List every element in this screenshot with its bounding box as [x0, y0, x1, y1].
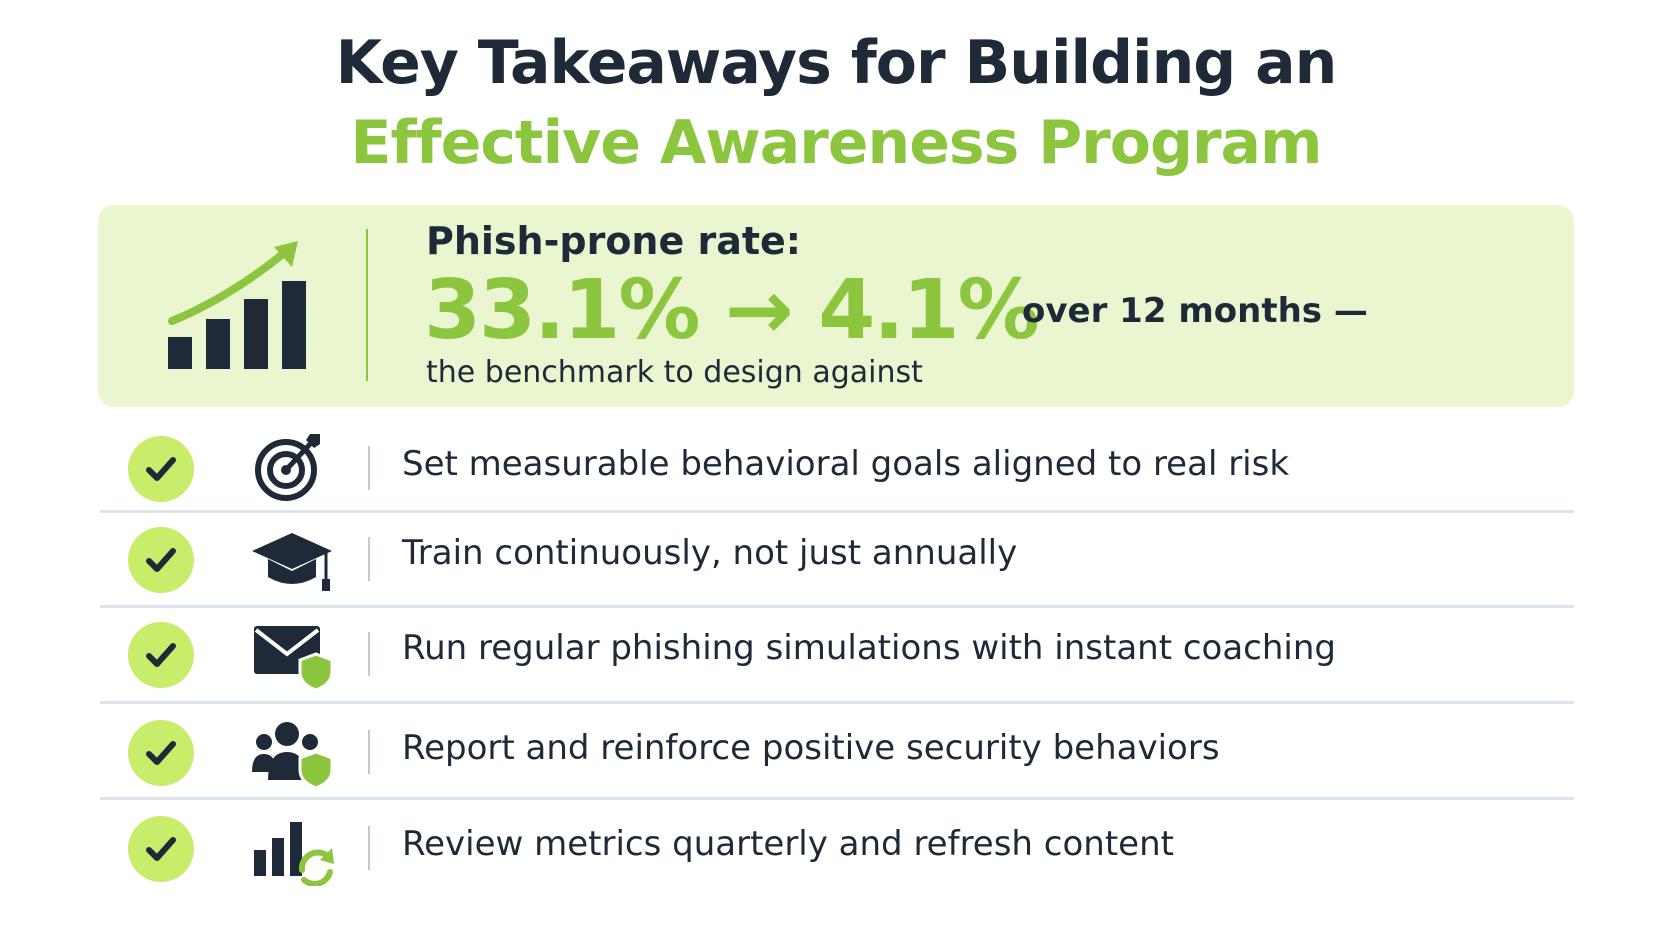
growth-chart-icon	[168, 241, 306, 369]
graduation-cap-icon	[252, 533, 332, 591]
check-icon	[128, 622, 194, 688]
takeaway-row: Train continuously, not just annually	[100, 513, 1574, 608]
row-divider	[368, 537, 370, 581]
takeaway-text: Report and reinforce positive security b…	[402, 728, 1220, 768]
stat-note: the benchmark to design against	[426, 355, 923, 390]
row-divider	[368, 632, 370, 676]
takeaway-row: Review metrics quarterly and refresh con…	[100, 800, 1574, 895]
takeaway-row: Report and reinforce positive security b…	[100, 704, 1574, 800]
check-icon	[128, 436, 194, 502]
stat-label: Phish-prone rate:	[426, 219, 801, 263]
takeaway-text: Train continuously, not just annually	[402, 533, 1018, 573]
stat-value: 33.1% → 4.1%	[424, 263, 1040, 358]
shielded-team-icon	[252, 722, 334, 790]
target-icon	[255, 434, 320, 501]
row-divider	[368, 446, 370, 490]
takeaway-text: Run regular phishing simulations with in…	[402, 628, 1336, 668]
check-icon	[128, 527, 194, 593]
page-title-line-2: Effective Awareness Program	[350, 108, 1322, 178]
shielded-envelope-icon	[254, 626, 334, 692]
chart-refresh-icon	[254, 822, 334, 886]
page-title-line-1: Key Takeaways for Building an	[335, 28, 1338, 98]
check-icon	[128, 720, 194, 786]
row-divider	[368, 826, 370, 870]
row-divider	[368, 730, 370, 774]
check-icon	[128, 816, 194, 882]
takeaway-row: Set measurable behavioral goals aligned …	[100, 420, 1574, 513]
takeaway-list: Set measurable behavioral goals aligned …	[100, 420, 1574, 895]
takeaway-text: Set measurable behavioral goals aligned …	[402, 444, 1290, 484]
takeaway-row: Run regular phishing simulations with in…	[100, 608, 1574, 704]
stat-card: Phish-prone rate: 33.1% → 4.1% over 12 m…	[98, 205, 1574, 407]
takeaway-text: Review metrics quarterly and refresh con…	[402, 824, 1174, 864]
stat-period: over 12 months —	[1022, 291, 1368, 331]
stat-divider	[366, 229, 368, 381]
